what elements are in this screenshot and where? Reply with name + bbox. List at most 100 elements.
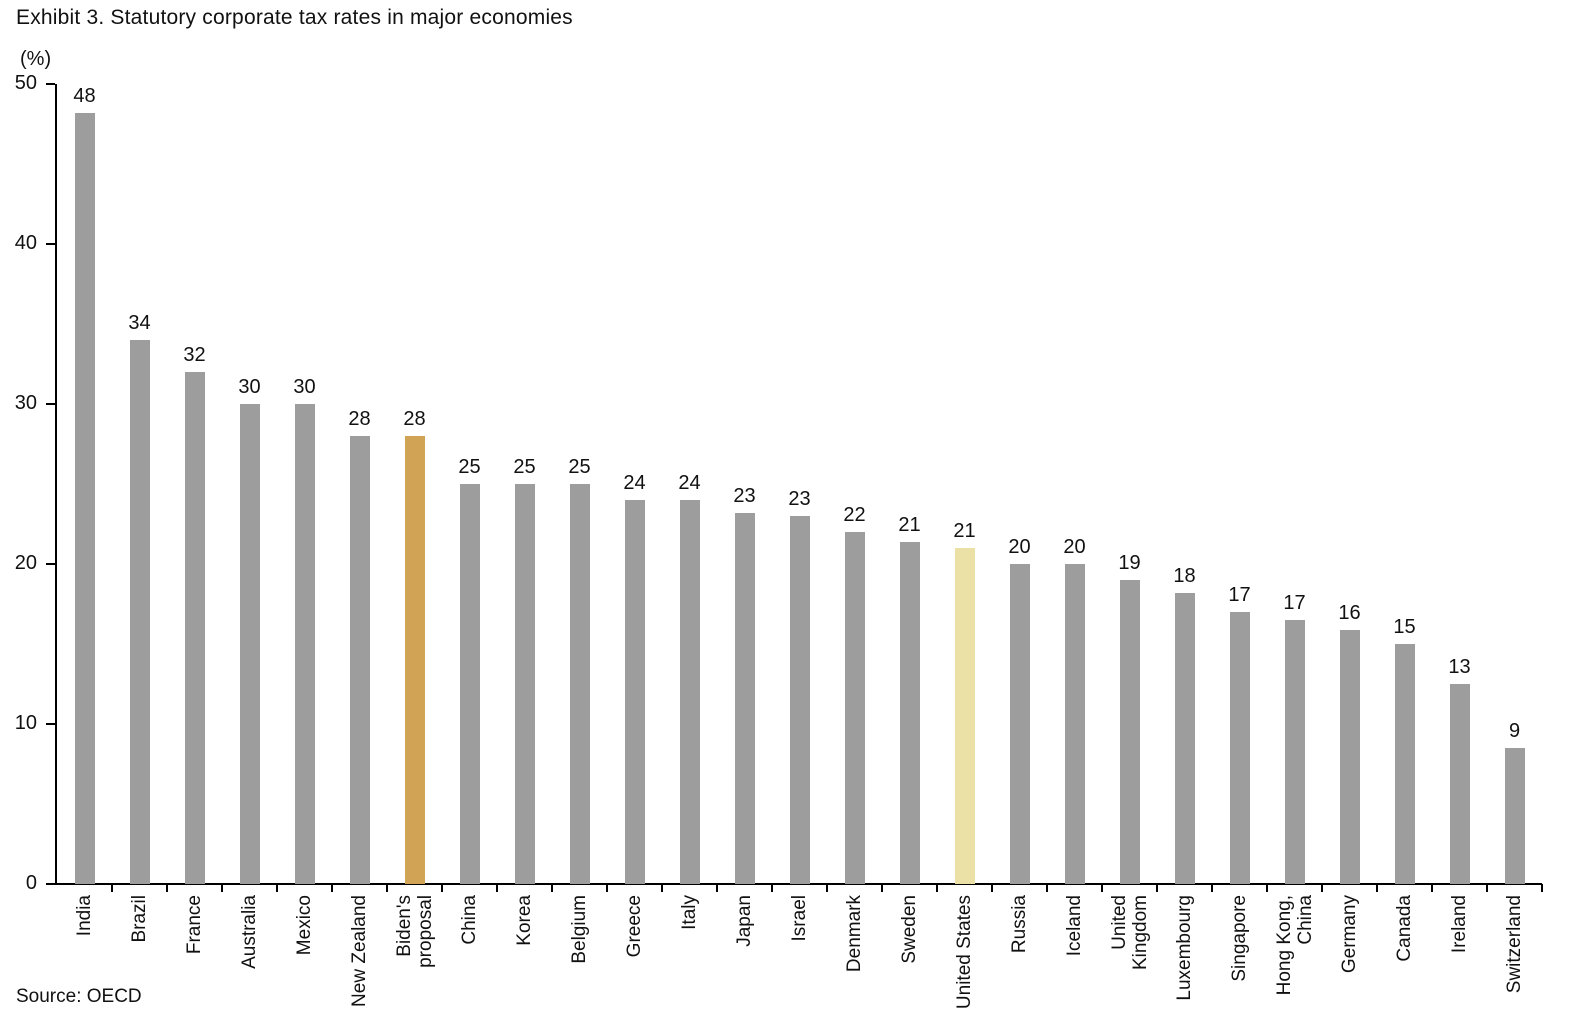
x-axis-tick — [221, 884, 223, 892]
bar-value-label: 20 — [1063, 536, 1086, 558]
bar-value-label: 30 — [293, 376, 316, 398]
bar-value-label: 25 — [568, 456, 591, 478]
x-axis-line — [55, 883, 1542, 885]
bar — [1450, 684, 1470, 884]
bar — [240, 404, 260, 884]
bar-value-label: 23 — [733, 485, 756, 507]
bar — [405, 436, 425, 884]
bar-value-label: 24 — [678, 472, 701, 494]
x-axis-tick — [166, 884, 168, 892]
x-axis-tick — [1266, 884, 1268, 892]
category-label: Australia — [239, 895, 260, 969]
y-axis-unit-label: (%) — [20, 48, 52, 70]
category-label: Denmark — [844, 895, 865, 973]
x-axis-tick — [716, 884, 718, 892]
bar-value-label: 28 — [348, 408, 371, 430]
category-label: Brazil — [129, 895, 150, 943]
bar — [1120, 580, 1140, 884]
y-tick-label: 30 — [14, 392, 37, 414]
bar-value-label: 17 — [1228, 584, 1251, 606]
x-axis-tick — [881, 884, 883, 892]
category-label: Israel — [789, 895, 810, 942]
x-axis-tick — [1321, 884, 1323, 892]
bar-value-label: 15 — [1393, 616, 1416, 638]
category-label: Ireland — [1449, 895, 1470, 954]
x-axis-tick — [1486, 884, 1488, 892]
bar — [955, 548, 975, 884]
bar — [75, 113, 95, 884]
category-label: Hong Kong, China — [1274, 895, 1316, 996]
category-label: Belgium — [569, 895, 590, 964]
x-axis-tick — [1376, 884, 1378, 892]
chart-title: Exhibit 3. Statutory corporate tax rates… — [16, 6, 573, 29]
x-axis-tick — [1101, 884, 1103, 892]
bar — [1065, 564, 1085, 884]
category-label: Italy — [679, 895, 700, 930]
category-label: New Zealand — [349, 895, 370, 1007]
bar — [1505, 748, 1525, 884]
x-axis-tick — [111, 884, 113, 892]
y-axis-tick — [46, 403, 55, 405]
category-label: India — [74, 895, 95, 937]
bar-value-label: 21 — [953, 520, 976, 542]
bar — [1230, 612, 1250, 884]
y-axis-tick — [46, 83, 55, 85]
bar-value-label: 34 — [128, 312, 151, 334]
category-label: Germany — [1339, 895, 1360, 974]
bar-value-label: 22 — [843, 504, 866, 526]
bar — [515, 484, 535, 884]
bar — [625, 500, 645, 884]
category-label: Biden's proposal — [394, 895, 436, 968]
bar — [1285, 620, 1305, 884]
bar — [790, 516, 810, 884]
category-label: Russia — [1009, 895, 1030, 954]
bar-value-label: 19 — [1118, 552, 1141, 574]
y-tick-label: 50 — [14, 72, 37, 94]
bar-value-label: 30 — [238, 376, 261, 398]
y-tick-label: 20 — [14, 552, 37, 574]
x-axis-tick — [331, 884, 333, 892]
source-note: Source: OECD — [16, 986, 142, 1007]
bar — [130, 340, 150, 884]
bar-value-label: 23 — [788, 488, 811, 510]
bar-value-label: 18 — [1173, 565, 1196, 587]
bar — [735, 513, 755, 884]
category-label: Canada — [1394, 895, 1415, 962]
bar — [350, 436, 370, 884]
y-axis-tick — [46, 563, 55, 565]
category-label: Luxembourg — [1174, 895, 1195, 1001]
bar-value-label: 20 — [1008, 536, 1031, 558]
bar-value-label: 16 — [1338, 602, 1361, 624]
bar-value-label: 25 — [458, 456, 481, 478]
x-axis-tick — [496, 884, 498, 892]
y-axis-tick — [46, 723, 55, 725]
category-label: Singapore — [1229, 895, 1250, 982]
bar-value-label: 32 — [183, 344, 206, 366]
bar-value-label: 21 — [898, 514, 921, 536]
x-axis-tick — [606, 884, 608, 892]
bar — [1340, 630, 1360, 884]
category-label: Switzerland — [1504, 895, 1525, 994]
x-axis-tick — [1156, 884, 1158, 892]
category-label: Mexico — [294, 895, 315, 956]
x-axis-tick — [551, 884, 553, 892]
bar-value-label: 25 — [513, 456, 536, 478]
x-axis-tick — [386, 884, 388, 892]
category-label: Sweden — [899, 895, 920, 964]
bar — [845, 532, 865, 884]
bar-value-label: 17 — [1283, 592, 1306, 614]
bar-value-label: 13 — [1448, 656, 1471, 678]
y-axis-tick — [46, 243, 55, 245]
bar — [1175, 593, 1195, 884]
category-label: Greece — [624, 895, 645, 958]
category-label: France — [184, 895, 205, 955]
x-axis-tick — [936, 884, 938, 892]
bar-value-label: 9 — [1508, 720, 1521, 742]
y-axis-tick — [46, 883, 55, 885]
bar — [295, 404, 315, 884]
bar — [570, 484, 590, 884]
x-axis-tick — [441, 884, 443, 892]
y-tick-label: 10 — [14, 712, 37, 734]
bar-value-label: 24 — [623, 472, 646, 494]
